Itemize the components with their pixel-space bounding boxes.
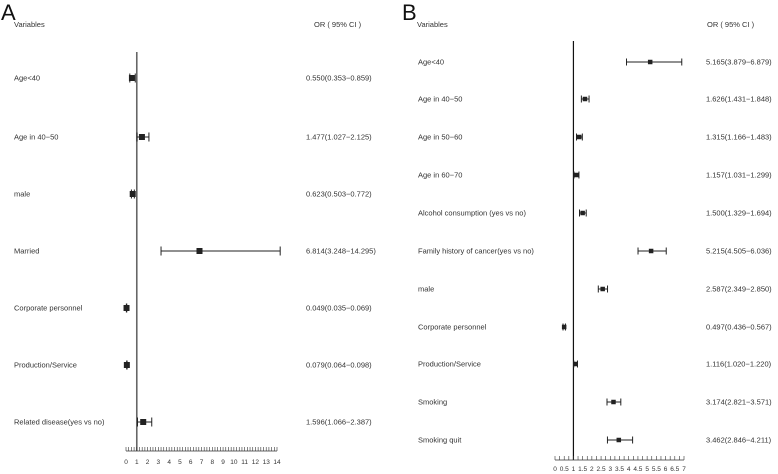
panel-a-row-label: Age<40	[14, 73, 41, 83]
panel-a-or-marker	[129, 191, 136, 197]
panel-b-row-or-ci: 5.215(4.505−6.036)	[706, 246, 772, 256]
panel-b-or-marker	[573, 361, 578, 367]
panel-a-x-tick-label: 0	[124, 459, 128, 466]
panel-b-header-or: OR ( 95% CI )	[707, 20, 755, 29]
panel-b-row-label: Smoking quit	[418, 435, 462, 445]
panel-b-row-label: Family history of cancer(yes vs no)	[418, 246, 534, 256]
panel-b-x-tick-label: 0.5	[560, 466, 569, 473]
panel-a-x-tick-label: 8	[210, 459, 214, 466]
panel-a-row-or-ci: 0.079(0.064−0.098)	[306, 360, 372, 370]
panel-a-x-tick-label: 2	[146, 459, 150, 466]
panel-b-or-marker	[648, 248, 654, 254]
panel-a-or-marker	[138, 134, 145, 140]
panel-b-or-marker	[561, 324, 567, 330]
panel-b-row-or-ci: 1.626(1.431−1.848)	[706, 94, 772, 104]
panel-a-row-label: Married	[14, 246, 40, 256]
panel-a-x-tick-label: 10	[230, 459, 238, 466]
panel-a-row-or-ci: 0.550(0.353−0.859)	[306, 73, 372, 83]
panel-a-x-tick-label: 9	[221, 459, 225, 466]
panel-b-row-or-ci: 3.462(2.846−4.211)	[706, 435, 772, 445]
panel-a-row-label: male	[14, 189, 31, 199]
panel-b-x-tick-label: 3.5	[615, 466, 624, 473]
panel-a-or-marker	[128, 75, 135, 81]
panel-b-row-or-ci: 1.315(1.166−1.483)	[706, 132, 772, 142]
panel-b-row-label: Age in 60−70	[418, 170, 463, 180]
panel-b-row-or-ci: 0.497(0.436−0.567)	[706, 322, 772, 332]
panel-b-row-label: Age<40	[418, 57, 445, 67]
panel-a-or-marker	[140, 419, 147, 425]
panel-a-letter: A	[1, 0, 16, 25]
panel-b-row-label: Age in 50−60	[418, 132, 463, 142]
panel-a-row-or-ci: 6.814(3.248−14.295)	[306, 246, 376, 256]
panel-a-row-or-ci: 0.049(0.035−0.069)	[306, 303, 372, 313]
panel-b-row-label: male	[418, 284, 435, 294]
panel-b-or-marker	[576, 134, 582, 140]
panel-b-x-tick-label: 2	[590, 466, 594, 473]
panel-b-x-tick-label: 1	[572, 466, 576, 473]
panel-a-row-or-ci: 0.623(0.503−0.772)	[306, 189, 372, 199]
panel-a-x-tick-label: 14	[273, 459, 281, 466]
panel-b-or-marker	[582, 96, 588, 102]
panel-a-row-label: Related disease(yes vs no)	[14, 417, 105, 427]
panel-a-x-tick-label: 4	[167, 459, 171, 466]
panel-b-or-marker	[611, 399, 616, 405]
panel-b-row-label: Production/Service	[418, 359, 481, 369]
panel-b-x-tick-label: 1.5	[578, 466, 587, 473]
panel-a-x-tick-label: 3	[157, 459, 161, 466]
panel-b-x-tick-label: 3	[608, 466, 612, 473]
panel-a-row-or-ci: 1.477(1.027−2.125)	[306, 132, 372, 142]
panel-b-x-tick-label: 4.5	[633, 466, 642, 473]
panel-a-x-tick-label: 1	[135, 459, 139, 466]
panel-b-x-tick-label: 6.5	[670, 466, 679, 473]
panel-a-row-label: Production/Service	[14, 360, 77, 370]
panel-b-or-marker	[580, 210, 585, 216]
panel-b-or-marker	[616, 437, 622, 443]
panel-b-x-tick-label: 2.5	[597, 466, 606, 473]
panel-b-x-tick-label: 0	[553, 466, 557, 473]
panel-b-or-marker	[574, 172, 579, 178]
panel-b-row-label: Smoking	[418, 397, 448, 407]
panel-b-letter: B	[402, 0, 417, 25]
panel-a-or-marker	[123, 362, 130, 368]
panel-a-x-tick-label: 11	[241, 459, 248, 466]
panel-b-row-label: Alcohol consumption (yes vs no)	[418, 208, 526, 218]
panel-b-row-or-ci: 2.587(2.349−2.850)	[706, 284, 772, 294]
panel-a-x-tick-label: 12	[252, 459, 260, 466]
panel-b-x-tick-label: 6	[664, 466, 668, 473]
panel-a-header-or: OR ( 95% CI )	[314, 20, 362, 29]
panel-b-row-or-ci: 3.174(2.821−3.571)	[706, 397, 772, 407]
panel-b-or-marker	[600, 286, 605, 292]
panel-a-x-tick-label: 7	[200, 459, 204, 466]
panel-b-x-tick-label: 5.5	[652, 466, 661, 473]
panel-b-row-or-ci: 1.500(1.329−1.694)	[706, 208, 772, 218]
panel-b-x-tick-label: 4	[627, 466, 631, 473]
panel-a-header-variables: Variables	[14, 20, 45, 29]
panel-b-x-tick-label: 7	[682, 466, 686, 473]
panel-b-row-or-ci: 1.157(1.031−1.299)	[706, 170, 772, 180]
panel-b-row-label: Corporate personnel	[418, 322, 487, 332]
panel-a-x-tick-label: 6	[189, 459, 193, 466]
panel-b-or-marker	[647, 59, 653, 65]
panel-a-or-marker	[196, 248, 203, 254]
panel-a-row-label: Age in 40−50	[14, 132, 59, 142]
panel-b-row-label: Age in 40−50	[418, 94, 463, 104]
panel-a-or-marker	[123, 305, 130, 311]
panel-a-x-tick-label: 13	[263, 459, 271, 466]
panel-b-row-or-ci: 5.165(3.879−6.879)	[706, 57, 772, 67]
panel-a-x-tick-label: 5	[178, 459, 182, 466]
panel-a-row-or-ci: 1.596(1.066−2.387)	[306, 417, 372, 427]
panel-b-row-or-ci: 1.116(1.020−1.220)	[706, 359, 772, 369]
panel-b-header-variables: Variables	[417, 20, 448, 29]
panel-a-row-label: Corporate personnel	[14, 303, 83, 313]
panel-b-x-tick-label: 5	[645, 466, 649, 473]
